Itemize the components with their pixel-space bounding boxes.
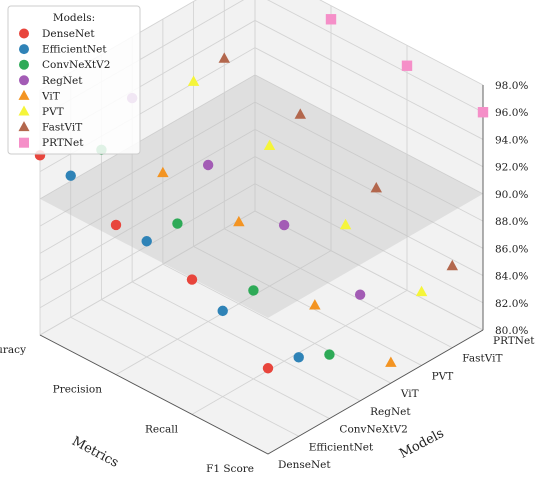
- data-point-vit: [385, 356, 397, 367]
- data-point-prtnet: [401, 60, 413, 71]
- legend-label: EfficientNet: [42, 44, 107, 56]
- data-point-efficientnet: [141, 236, 152, 247]
- x-axis-title: Metrics: [69, 434, 121, 471]
- data-point-pvt: [187, 75, 200, 86]
- legend-label: DenseNet: [42, 28, 95, 40]
- grid-model-line: [162, 19, 392, 384]
- z-tick-label: 88.0%: [495, 216, 528, 228]
- data-point-densenet: [110, 219, 122, 231]
- metric-tick-label: Precision: [53, 384, 103, 396]
- model-tick-label: RegNet: [370, 406, 411, 418]
- z-tick-label: 98.0%: [495, 80, 528, 92]
- legend-frame: [7, 5, 141, 155]
- legend: Models: DenseNet EfficientNet ConvNeXtV2 Reg…: [7, 5, 141, 155]
- z-tick-label: 96.0%: [495, 107, 528, 119]
- legend-label: PRTNet: [42, 137, 84, 149]
- legend-marker: [19, 44, 29, 55]
- model-tick-label: ViT: [400, 388, 419, 400]
- data-point-vit: [233, 215, 245, 227]
- data-point-pvt: [415, 285, 428, 297]
- legend-marker: [18, 89, 30, 100]
- z-tick-label: 90.0%: [495, 189, 528, 201]
- model-tick-label: PRTNet: [493, 335, 535, 347]
- legend-marker: [18, 121, 30, 132]
- data-point-densenet: [262, 363, 274, 374]
- reference-plane: [40, 74, 483, 318]
- data-point-pvt: [339, 218, 352, 230]
- data-point-regnet: [202, 159, 214, 171]
- metric-tick-label: Recall: [145, 423, 179, 435]
- data-point-prtnet: [477, 107, 489, 118]
- data-point-fastvit: [446, 259, 459, 271]
- data-point-convnextv2: [248, 285, 259, 296]
- model-tick-label: ConvNeXtV2: [339, 424, 407, 436]
- legend-label: ViT: [41, 90, 60, 102]
- data-point-efficientnet: [65, 170, 76, 181]
- data-point-pvt: [263, 139, 276, 151]
- data-point-efficientnet: [293, 352, 304, 363]
- model-tick-label: PVT: [432, 370, 454, 382]
- pane-floor: [40, 211, 483, 454]
- z-tick-label: 80.0%: [495, 325, 528, 337]
- data-point-fastvit: [294, 108, 307, 119]
- data-point-prtnet: [325, 14, 337, 25]
- legend-marker: [19, 75, 29, 86]
- legend-label: ConvNeXtV2: [42, 59, 110, 71]
- axis-floor-edge: [39, 329, 484, 455]
- data-point-fastvit: [218, 52, 231, 63]
- legend-label: PVT: [42, 106, 64, 118]
- data-point-convnextv2: [324, 349, 335, 360]
- z-tick-label: 92.0%: [495, 162, 528, 174]
- legend-label: RegNet: [42, 75, 83, 87]
- data-point-convnextv2: [172, 218, 183, 229]
- data-point-regnet: [278, 219, 290, 231]
- model-tick-label: EfficientNet: [309, 441, 374, 453]
- data-point-densenet: [186, 274, 198, 285]
- data-point-vit: [157, 166, 169, 178]
- legend-title: Models:: [53, 12, 95, 24]
- metric-tick-label: F1 Score: [206, 463, 254, 475]
- data-point-efficientnet: [217, 305, 228, 317]
- legend-marker: [18, 105, 30, 116]
- model-tick-label: FastViT: [462, 353, 502, 365]
- data-point-fastvit: [370, 182, 383, 193]
- legend-marker: [19, 59, 29, 70]
- grid-model-line: [223, 0, 453, 349]
- data-point-vit: [309, 299, 321, 310]
- z-tick-label: 86.0%: [495, 243, 528, 255]
- legend-marker: [19, 137, 29, 148]
- z-tick-label: 82.0%: [495, 298, 528, 310]
- metric-tick-label: Accuracy: [0, 344, 26, 356]
- legend-label: FastViT: [42, 122, 82, 134]
- model-tick-label: DenseNet: [278, 459, 331, 471]
- grid-model-line: [254, 0, 484, 331]
- legend-marker: [19, 28, 29, 39]
- z-tick-label: 84.0%: [495, 271, 528, 283]
- z-tick-label: 94.0%: [495, 134, 528, 146]
- data-point-regnet: [354, 289, 366, 300]
